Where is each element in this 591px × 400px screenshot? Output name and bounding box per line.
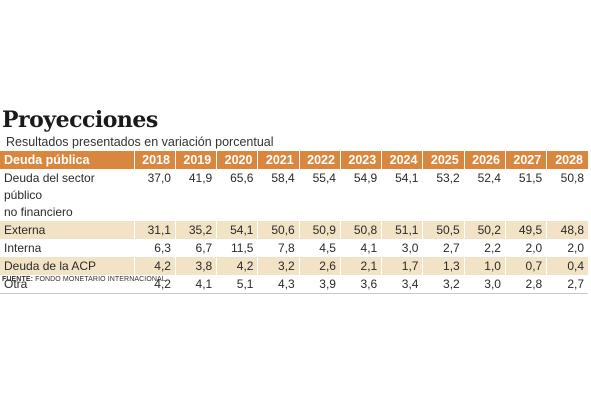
table-cell: 2,7 [546,275,588,294]
header-year: 2026 [464,151,506,169]
table-cell: 0,7 [505,257,548,275]
table-cell: 50,8 [340,221,383,239]
table-cell: 1,3 [422,257,465,275]
table-cell: 4,5 [299,239,341,257]
table-cell: 4,2 [134,275,176,294]
table-cell: 3,4 [381,275,424,294]
header-year: 2025 [422,151,465,169]
table-cell: 50,8 [560,171,584,185]
table-header-row: Deuda pública 2018 2019 2020 2021 2022 2… [0,151,588,169]
header-year: 2024 [381,151,424,169]
header-year: 2019 [175,151,218,169]
source-note: FUENTE: FONDO MONETARIO INTERNACIONAL [2,276,166,283]
table-cell: 3,8 [175,257,218,275]
row-label: Otra [0,275,135,294]
table-cell: 31,1 [134,221,176,239]
table-cell: 7,8 [257,239,300,257]
table-cell: 53,2 [422,169,465,221]
table-row: Interna 6,3 6,7 11,5 7,8 4,5 4,1 3,0 2,7… [0,239,588,257]
table-row: Deuda del sector público no financiero 3… [0,169,588,221]
source-text: FONDO MONETARIO INTERNACIONAL [33,276,166,283]
table-cell: 50,2 [464,221,506,239]
header-year: 2020 [216,151,259,169]
table-cell: 52,4 [464,169,506,221]
table-cell: 54,1 [381,169,424,221]
table-cell: 5,1 [216,275,259,294]
table-cell: 2,2 [464,239,506,257]
subtitle: Resultados presentados en variación porc… [6,135,274,149]
table-cell: 4,1 [340,239,383,257]
table-cell: 3,0 [464,275,506,294]
table-cell: 4,2 [216,257,259,275]
table-row: Externa 31,1 35,2 54,1 50,6 50,9 50,8 51… [0,221,588,239]
table-cell: 50,5 [422,221,465,239]
table-cell: 55,4 [299,169,341,221]
table-cell: 1,7 [381,257,424,275]
table-cell: 3,6 [340,275,383,294]
table-cell: 37,0 [134,169,176,221]
table-cell: 2,0 [567,241,584,255]
header-year: 2028 [546,151,588,169]
table-cell: 58,4 [257,169,300,221]
table-cell: 3,0 [381,239,424,257]
table-cell: 51,5 [505,169,548,221]
table-cell: 11,5 [216,239,259,257]
table-row: Otra 4,2 4,1 5,1 4,3 3,9 3,6 3,4 3,2 3,0… [0,275,588,294]
table-cell: 1,0 [464,257,506,275]
row-label: Interna [0,239,135,257]
table-cell: 2,1 [340,257,383,275]
table-row: Deuda de la ACP 4,2 3,8 4,2 3,2 2,6 2,1 … [0,257,588,275]
table-cell: 2,6 [299,257,341,275]
header-label: Deuda pública [0,151,135,169]
table-cell: 2,7 [422,239,465,257]
table-cell: 41,9 [175,169,218,221]
projections-table: Deuda pública 2018 2019 2020 2021 2022 2… [0,151,588,294]
table-cell: 0,4 [546,257,588,275]
header-year: 2018 [134,151,176,169]
table-cell: 3,2 [257,257,300,275]
row-label-line: Deuda del sector público [4,171,95,202]
table-cell: 35,2 [175,221,218,239]
table-cell: 65,6 [216,169,259,221]
table-cell: 4,3 [257,275,300,294]
table-cell: 51,1 [381,221,424,239]
table-cell: 2,8 [505,275,548,294]
table-cell: 54,9 [340,169,383,221]
table-cell: 50,6 [257,221,300,239]
source-prefix: FUENTE: [2,276,34,283]
table-cell: 48,8 [546,221,588,239]
row-label-line: no financiero [4,205,73,219]
table-cell: 3,2 [422,275,465,294]
header-year: 2021 [257,151,300,169]
table-cell: 2,0 [505,239,548,257]
table-cell: 4,2 [134,257,176,275]
table-cell: 49,5 [505,221,548,239]
header-year: 2023 [340,151,383,169]
header-year: 2027 [505,151,548,169]
row-label: Deuda de la ACP [0,257,135,275]
page-title: Proyecciones [2,107,158,133]
row-label: Deuda del sector público no financiero [0,169,135,221]
row-label: Externa [0,221,135,239]
header-year: 2022 [299,151,341,169]
table-cell: 6,7 [175,239,218,257]
table-cell: 4,1 [175,275,218,294]
table-cell: 50,9 [299,221,341,239]
table-cell: 54,1 [216,221,259,239]
table-cell: 3,9 [299,275,341,294]
table-cell: 6,3 [134,239,176,257]
